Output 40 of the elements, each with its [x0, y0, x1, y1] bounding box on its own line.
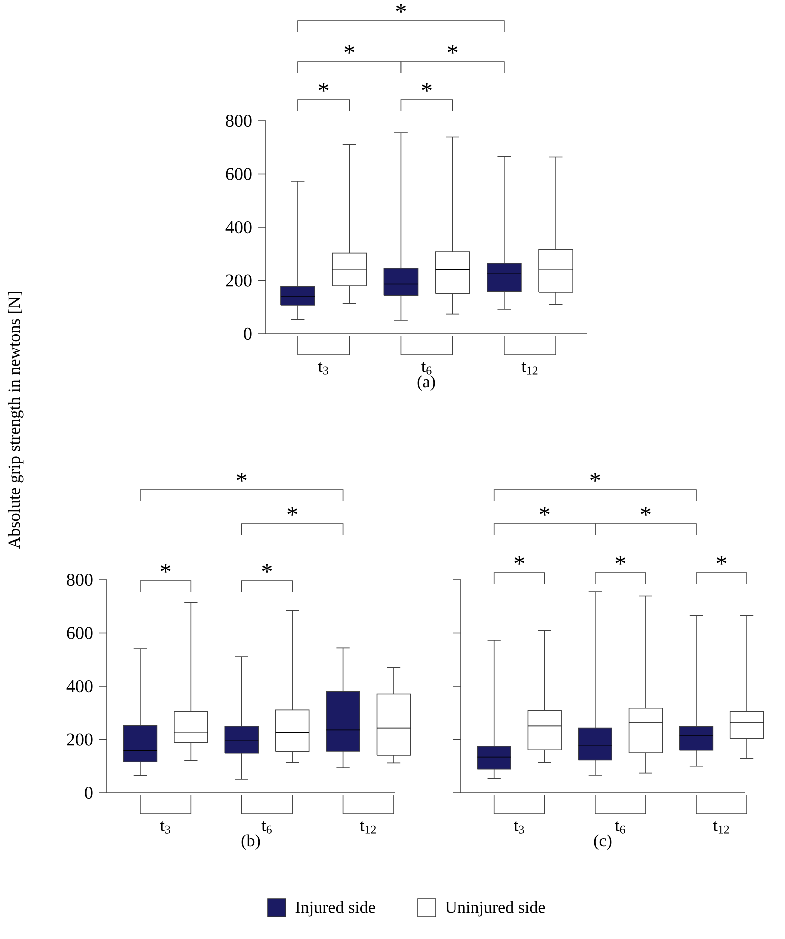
text: * [590, 473, 600, 482]
x-axis-title: (a) [418, 376, 436, 392]
y-tick-label: 400 [66, 680, 93, 693]
text: * [422, 83, 432, 92]
x-tick-label: t$_{12}$ [713, 822, 730, 834]
x-tick-label: t$_{12}$ [360, 822, 376, 834]
y-tick-label: 200 [226, 274, 252, 287]
text: * [396, 4, 406, 13]
legend-label: Injured side [296, 901, 376, 917]
y-tick-label: 600 [67, 627, 93, 640]
text: * [540, 507, 550, 516]
x-tick-label: t$_{3}$ [160, 822, 170, 834]
legend-label: Uninjured side [446, 901, 546, 917]
y-tick-label: 0 [85, 786, 93, 800]
text: * [448, 45, 458, 54]
text: * [262, 564, 272, 573]
text: * [288, 507, 298, 516]
x-axis-title: (c) [594, 834, 612, 850]
y-tick-label: 800 [226, 114, 252, 128]
text: * [616, 556, 626, 565]
x-tick-label: t$_{6}$ [422, 362, 432, 375]
text: * [514, 556, 524, 565]
text: * [237, 473, 247, 482]
x-tick-label: t$_{12}$ [522, 362, 538, 375]
x-tick-label: t$_{6}$ [262, 822, 272, 834]
text: * [344, 45, 354, 54]
y-tick-label: 200 [67, 734, 93, 746]
x-axis-title: (b) [242, 834, 260, 850]
y-axis-title: Absolute grip strength in newtons [N] [8, 292, 24, 549]
text: * [318, 83, 329, 92]
text: * [641, 507, 651, 516]
x-tick-label: t$_{3}$ [318, 362, 328, 375]
x-tick-label: t$_{3}$ [514, 822, 524, 834]
y-tick-label: 800 [67, 574, 93, 586]
y-tick-label: 400 [226, 221, 252, 234]
y-tick-label: 600 [226, 168, 252, 180]
text: * [160, 564, 171, 573]
text: * [716, 556, 727, 565]
y-tick-label: 0 [244, 328, 252, 340]
x-tick-label: t$_{6}$ [615, 822, 626, 834]
